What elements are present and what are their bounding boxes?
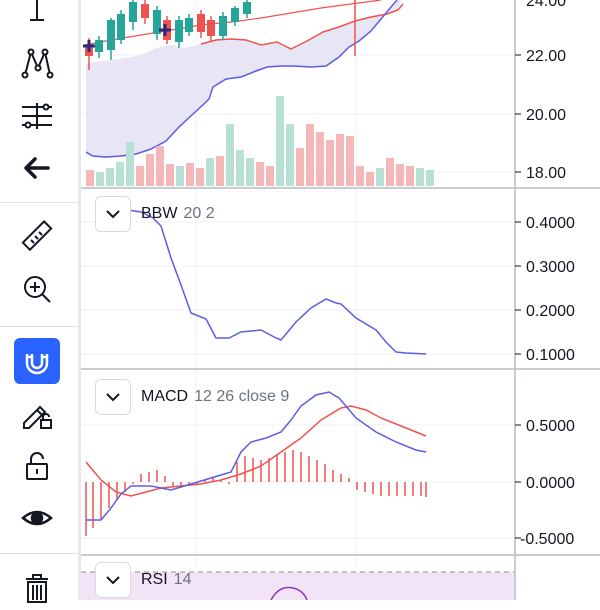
- bbw-line: [120, 208, 427, 355]
- macd-axis-label: 0.0000: [526, 475, 575, 492]
- macd-axis-label: -0.5000: [520, 531, 574, 548]
- bbw-axis-label: 0.4000: [526, 215, 575, 232]
- chevron-down-icon: [106, 210, 120, 219]
- bollinger-upper-line: [200, 3, 404, 50]
- chart-area[interactable]: 24.00 22.00 20.00 18.00 0.4000 0.3000 0.…: [81, 0, 600, 600]
- crosshair-line-icon[interactable]: [14, 0, 60, 32]
- eye-icon[interactable]: [14, 495, 60, 541]
- candles: [85, 0, 356, 70]
- pattern-tool-icon[interactable]: [14, 40, 60, 86]
- bbw-params: 20 2: [183, 205, 215, 222]
- ruler-icon[interactable]: [14, 214, 60, 260]
- price-axis-label: 22.00: [526, 48, 566, 65]
- macd-histogram: [85, 450, 427, 536]
- macd-params: 12 26 close 9: [194, 388, 290, 405]
- rsi-legend: RSI 14: [95, 562, 191, 598]
- volume-bars: [86, 96, 434, 186]
- macd-collapse-button[interactable]: [95, 379, 131, 415]
- bbw-axis-label: 0.3000: [526, 259, 575, 276]
- price-axis-label: 18.00: [526, 165, 566, 182]
- bbw-legend: BBW 20 2: [95, 196, 215, 232]
- trash-icon[interactable]: [14, 564, 60, 610]
- zoom-in-icon[interactable]: [14, 266, 60, 312]
- bbw-collapse-button[interactable]: [95, 196, 131, 232]
- toolbar-border: [78, 0, 81, 600]
- price-axis-ticks: [515, 54, 521, 539]
- bbw-axis-label: 0.2000: [526, 303, 575, 320]
- magnet-icon[interactable]: [14, 338, 60, 384]
- price-axis-label: 24.00: [526, 0, 566, 10]
- chevron-down-icon: [106, 576, 120, 585]
- rsi-band-fill: [81, 572, 515, 600]
- chart-canvas[interactable]: 24.00 22.00 20.00 18.00 0.4000 0.3000 0.…: [81, 0, 600, 600]
- toolbar-separator: [0, 326, 78, 327]
- fib-tool-icon[interactable]: [14, 93, 60, 139]
- macd-legend: MACD 12 26 close 9: [95, 379, 289, 415]
- macd-signal-line: [85, 405, 427, 497]
- bbw-axis-label: 0.1000: [526, 347, 575, 364]
- rsi-name: RSI: [141, 571, 168, 588]
- chevron-down-icon: [106, 393, 120, 402]
- toolbar-separator: [0, 553, 78, 554]
- drawing-toolbar: [0, 0, 78, 603]
- back-arrow-icon[interactable]: [14, 145, 60, 191]
- macd-name: MACD: [141, 388, 189, 405]
- macd-line: [86, 391, 427, 521]
- rsi-line: [270, 586, 308, 600]
- bollinger-band-fill: [86, 0, 401, 158]
- bbw-name: BBW: [141, 205, 178, 222]
- unlock-icon[interactable]: [14, 443, 60, 489]
- toolbar-separator: [0, 202, 78, 203]
- macd-axis-label: 0.5000: [526, 418, 575, 435]
- rsi-collapse-button[interactable]: [95, 562, 131, 598]
- crosshair-markers: [83, 24, 171, 52]
- rsi-params: 14: [173, 571, 192, 588]
- price-axis-label: 20.00: [526, 107, 566, 124]
- lock-drawing-icon[interactable]: [14, 391, 60, 437]
